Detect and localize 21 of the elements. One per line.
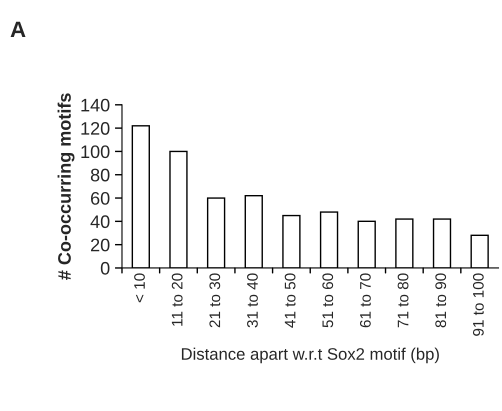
x-tick-label: 61 to 70 (360, 273, 371, 328)
y-axis-title: # Co-occurring motifs (58, 93, 75, 280)
x-tick-label: 81 to 90 (435, 273, 446, 328)
y-tick-label: 80 (90, 168, 110, 182)
x-axis-title: Distance apart w.r.t Sox2 motif (bp) (182, 348, 439, 364)
y-tick-label: 60 (91, 192, 110, 205)
x-tick-label: 41 to 50 (284, 273, 296, 328)
y-tick-label: 100 (81, 145, 110, 158)
x-tick-label: 91 to 100 (472, 273, 484, 336)
x-tick-label: 11 to 20 (172, 273, 183, 326)
x-tick-label: < 10 (134, 273, 145, 302)
text: A (10, 22, 26, 37)
x-tick-label: 21 to 30 (209, 273, 220, 328)
y-tick-label: 40 (90, 215, 110, 228)
y-tick-label: 0 (100, 262, 110, 275)
y-tick-label: 120 (81, 122, 110, 135)
x-tick-label: 71 to 80 (398, 273, 408, 328)
y-tick-label: 140 (81, 98, 110, 112)
x-tick-label: 51 to 60 (322, 273, 334, 328)
x-tick-label: 31 to 40 (247, 273, 258, 328)
y-tick-label: 20 (91, 238, 110, 252)
